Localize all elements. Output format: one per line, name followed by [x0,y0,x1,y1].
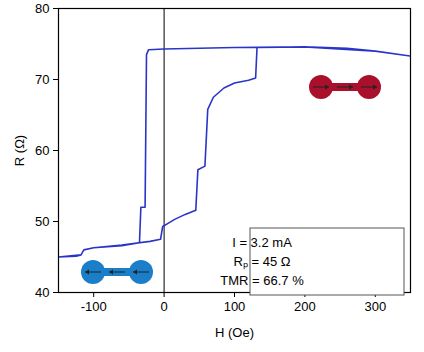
svg-text:200: 200 [294,299,316,314]
svg-text:70: 70 [35,72,49,87]
svg-text:TMR = 66.7 %: TMR = 66.7 % [220,273,304,288]
svg-text:I = 3.2 mA: I = 3.2 mA [232,235,292,250]
svg-text:60: 60 [35,143,49,158]
svg-text:40: 40 [35,285,49,300]
svg-text:Rₚ = 45 Ω: Rₚ = 45 Ω [234,254,291,270]
svg-text:-100: -100 [81,299,107,314]
svg-text:R (Ω): R (Ω) [12,135,27,166]
svg-text:H (Oe): H (Oe) [215,325,254,340]
svg-text:0: 0 [160,299,167,314]
svg-text:300: 300 [364,299,386,314]
svg-text:100: 100 [224,299,246,314]
svg-text:80: 80 [35,1,49,16]
svg-text:50: 50 [35,214,49,229]
